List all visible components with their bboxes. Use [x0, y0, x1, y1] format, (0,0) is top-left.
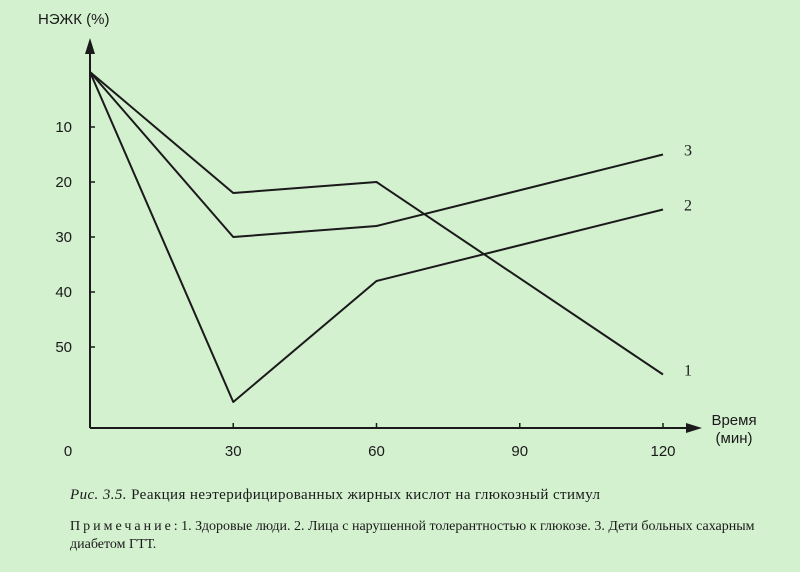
y-tick-label: 40: [55, 284, 72, 301]
x-tick-label: 0: [64, 443, 72, 460]
note-text: : 1. Здоровые люди. 2. Лица с нарушенной…: [70, 519, 755, 552]
figure-number: Рис. 3.5.: [70, 487, 127, 503]
series-line-3: [89, 71, 664, 238]
series-line-2: [89, 71, 664, 403]
chart-labels: 10 20 30 40 50 0 30 60 90 120 НЭЖК (%) Время(мин) 1 2…: [38, 11, 757, 460]
y-tick-label: 20: [55, 174, 72, 191]
chart: 10 20 30 40 50 0 30 60 90 120 НЭЖК (%) Время(мин) 1 2…: [38, 11, 757, 460]
series-label-1: 1: [684, 363, 692, 380]
x-tick-label: 90: [511, 443, 528, 460]
y-tick-label: 10: [55, 119, 72, 136]
series-line-1: [89, 71, 664, 376]
figure-caption-text: Реакция неэтерифицированных жирных кисло…: [126, 487, 601, 503]
x-axis-arrow: [686, 423, 702, 433]
x-tick-label: 30: [225, 443, 242, 460]
x-tick-label: 120: [650, 443, 675, 460]
y-tick-label: 50: [55, 339, 72, 356]
figure-caption: Рис. 3.5. Реакция неэтерифицированных жи…: [70, 487, 790, 504]
y-tick-label: 30: [55, 229, 72, 246]
y-axis-arrow: [85, 38, 95, 54]
series-label-2: 2: [684, 198, 692, 215]
series-lines: [89, 71, 664, 403]
axes: [85, 38, 702, 433]
y-axis-title: НЭЖК (%): [38, 11, 110, 28]
figure-note: Примечание: 1. Здоровые люди. 2. Лица с …: [70, 518, 792, 554]
x-axis-title-unit: (мин): [716, 430, 753, 447]
x-tick-label: 60: [368, 443, 385, 460]
series-label-3: 3: [684, 143, 692, 160]
note-heading: Примечание: [70, 519, 174, 534]
x-axis-title: Время: [711, 412, 756, 429]
